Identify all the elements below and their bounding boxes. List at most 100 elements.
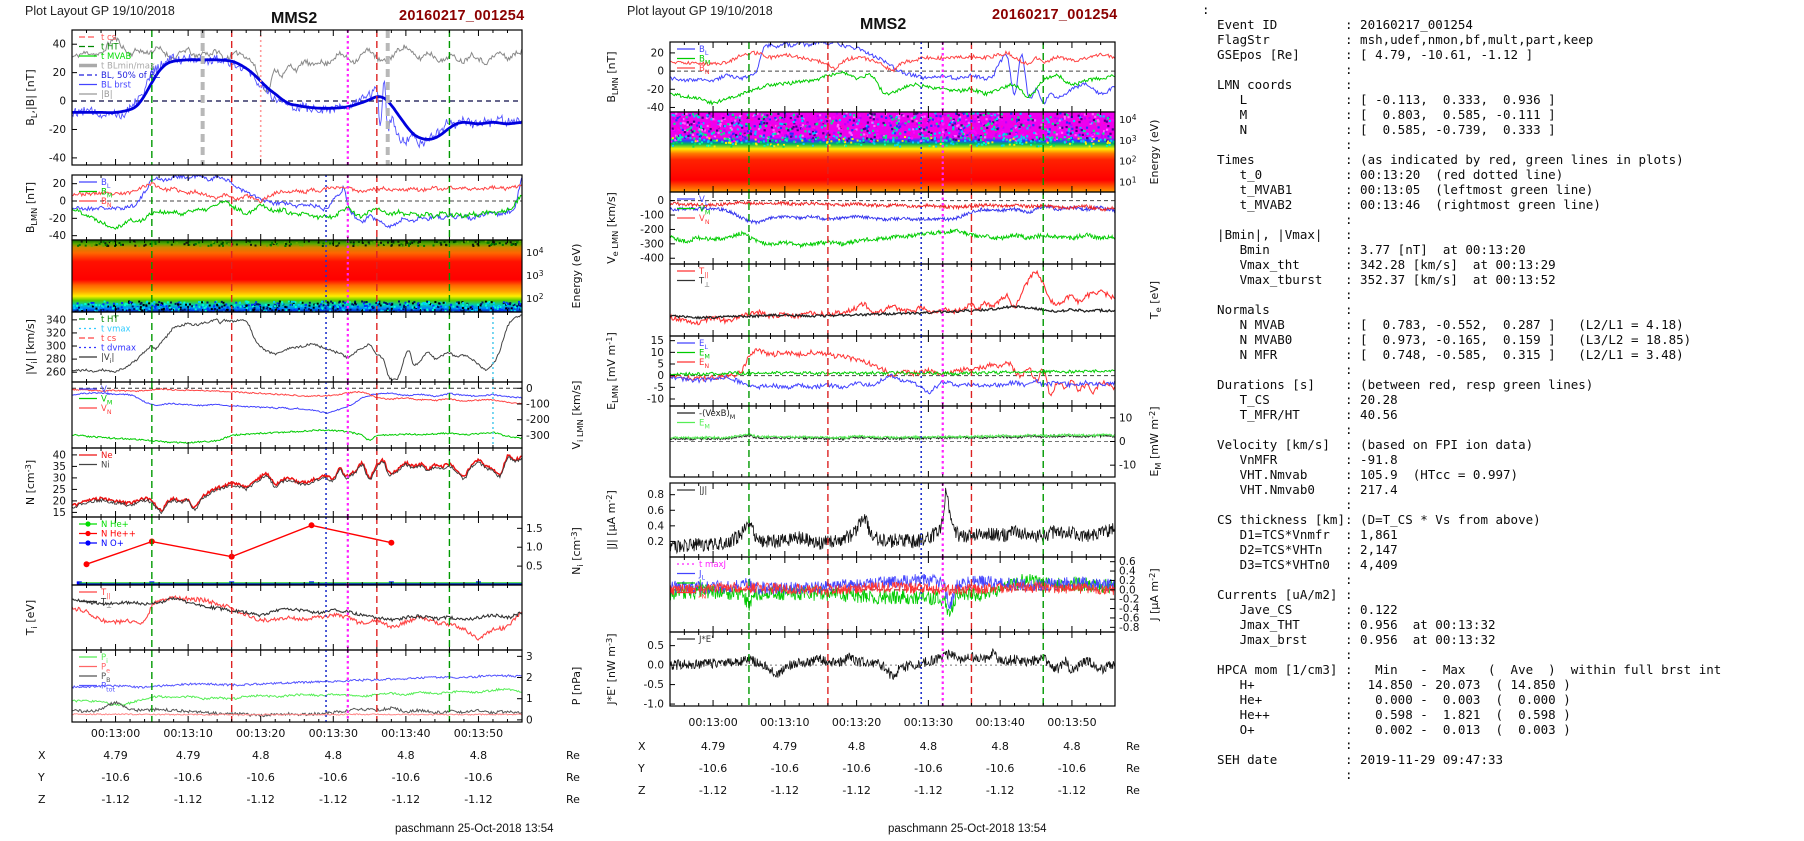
left-ti-panel: Ti [eV] T||T⊥	[24, 584, 523, 651]
svg-text:t BLmin/max: t BLmin/max	[101, 62, 155, 72]
middle-plot-title: MMS2	[860, 16, 907, 33]
svg-text:t HT: t HT	[101, 43, 119, 53]
svg-text:15: 15	[651, 335, 664, 347]
svg-text:Y: Y	[37, 771, 45, 784]
svg-text:N He+: N He+	[101, 520, 129, 530]
svg-text:20: 20	[651, 47, 664, 59]
svg-text:20: 20	[53, 67, 66, 79]
svg-text:0: 0	[657, 66, 664, 78]
svg-text:0: 0	[59, 96, 66, 108]
svg-text:0.5: 0.5	[647, 640, 664, 652]
svg-text:-20: -20	[49, 124, 66, 136]
svg-text:Re: Re	[1126, 762, 1140, 775]
svg-text:4.8: 4.8	[470, 749, 488, 762]
svg-text:BL: BL	[699, 45, 709, 57]
svg-text:|Vi| [km/s]: |Vi| [km/s]	[24, 319, 39, 375]
svg-text:EL: EL	[699, 339, 708, 351]
svg-text:T||: T||	[698, 267, 709, 279]
svg-text:EM: EM	[699, 349, 710, 361]
svg-text:t vmax: t vmax	[101, 325, 131, 335]
svg-text:Ni: Ni	[101, 461, 110, 471]
svg-text:-10.6: -10.6	[319, 771, 347, 784]
svg-text:00:13:50: 00:13:50	[1047, 716, 1096, 729]
svg-text:4.8: 4.8	[1063, 740, 1081, 753]
svg-text:-10.6: -10.6	[771, 762, 799, 775]
svg-text:4.8: 4.8	[991, 740, 1009, 753]
svg-text:00:13:40: 00:13:40	[975, 716, 1024, 729]
svg-text:104: 104	[526, 246, 544, 259]
svg-text:20: 20	[53, 495, 66, 507]
svg-text:Ptot: Ptot	[101, 682, 116, 694]
svg-text:-300: -300	[526, 430, 550, 442]
svg-text:00:13:00: 00:13:00	[688, 716, 737, 729]
svg-text:00:13:10: 00:13:10	[163, 727, 212, 740]
svg-text:-1.12: -1.12	[842, 784, 870, 797]
svg-text:-0.8: -0.8	[1119, 622, 1140, 634]
svg-text:t cs: t cs	[101, 334, 117, 344]
left-plot-title: MMS2	[271, 10, 318, 27]
svg-text:-1.12: -1.12	[771, 784, 799, 797]
svg-text:00:13:20: 00:13:20	[832, 716, 881, 729]
svg-text:P [nPa]: P [nPa]	[570, 667, 583, 706]
svg-text:VM: VM	[699, 205, 710, 217]
svg-text:Pi: Pi	[101, 653, 108, 665]
svg-text:JM: JM	[698, 579, 707, 591]
svg-text:t maxJ: t maxJ	[699, 560, 726, 570]
svg-text:0.8: 0.8	[647, 489, 664, 501]
middle-event-id: 20160217_001254	[992, 7, 1118, 23]
svg-text:ELMN [mV m-1]: ELMN [mV m-1]	[604, 332, 620, 410]
svg-text:-0.4: -0.4	[1119, 603, 1140, 615]
svg-text:Re: Re	[566, 749, 580, 762]
svg-text:-1.12: -1.12	[464, 793, 492, 806]
svg-text:EM: EM	[699, 419, 710, 431]
svg-text:Z: Z	[638, 784, 646, 797]
svg-text:BLMN [nT]: BLMN [nT]	[24, 182, 39, 233]
svg-text:|B|: |B|	[101, 90, 113, 100]
svg-text:Y: Y	[637, 762, 645, 775]
svg-text:-10.6: -10.6	[842, 762, 870, 775]
svg-text:-400: -400	[640, 253, 664, 265]
svg-text:-1.12: -1.12	[174, 793, 202, 806]
svg-text:4.8: 4.8	[397, 749, 415, 762]
svg-text:-10.6: -10.6	[464, 771, 492, 784]
svg-text:104: 104	[1119, 113, 1137, 126]
middle-plot-layout-label: Plot layout GP 19/10/2018	[627, 4, 773, 18]
svg-text:-1.12: -1.12	[246, 793, 274, 806]
svg-text:t MVAB: t MVAB	[101, 52, 131, 62]
svg-text:1.5: 1.5	[526, 523, 543, 535]
left-event-id: 20160217_001254	[399, 8, 525, 24]
svg-text:0.0: 0.0	[1119, 584, 1136, 596]
svg-text:Ne: Ne	[101, 451, 113, 461]
svg-text:102: 102	[1119, 155, 1137, 168]
svg-text:-1.12: -1.12	[914, 784, 942, 797]
svg-text:-1.12: -1.12	[1058, 784, 1086, 797]
svg-text:00:13:10: 00:13:10	[760, 716, 809, 729]
middle-jmag-panel: 0.8 0.6 0.4 0.2 |J| [µA m-2] |J|	[604, 482, 1116, 558]
svg-text:0: 0	[526, 714, 533, 726]
svg-text:Vi LMN [km/s]: Vi LMN [km/s]	[570, 381, 585, 450]
svg-text:PB: PB	[101, 672, 111, 684]
svg-text:|J|: |J|	[699, 486, 707, 496]
svg-text:320: 320	[46, 327, 66, 339]
svg-text:JL: JL	[698, 570, 706, 582]
svg-text:Pe: Pe	[101, 663, 110, 675]
svg-text:-10.6: -10.6	[914, 762, 942, 775]
svg-text:-20: -20	[647, 84, 664, 96]
svg-text:3: 3	[526, 651, 533, 663]
info-text: : Event ID : 20160217_001254 FlagStr : m…	[1202, 2, 1722, 782]
svg-text:4.8: 4.8	[325, 749, 343, 762]
svg-text:4.79: 4.79	[176, 749, 201, 762]
svg-text:0.2: 0.2	[1119, 575, 1136, 587]
middle-electron-spectrogram-panel: 104 103 102 101 Energy (eV)	[669, 111, 1161, 193]
svg-text:Z: Z	[38, 793, 46, 806]
svg-text:0: 0	[1119, 436, 1126, 448]
svg-text:BL brst: BL brst	[101, 81, 132, 91]
svg-text:25: 25	[53, 484, 66, 496]
svg-text:BM: BM	[699, 55, 710, 67]
svg-text:260: 260	[46, 367, 66, 379]
svg-text:340: 340	[46, 314, 66, 326]
svg-text:-10.6: -10.6	[699, 762, 727, 775]
